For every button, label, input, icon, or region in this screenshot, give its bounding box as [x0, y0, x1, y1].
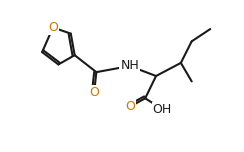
Text: O: O [48, 21, 58, 34]
Text: NH: NH [120, 59, 139, 73]
Text: O: O [89, 86, 99, 99]
Text: OH: OH [153, 103, 172, 116]
Text: O: O [125, 100, 135, 113]
